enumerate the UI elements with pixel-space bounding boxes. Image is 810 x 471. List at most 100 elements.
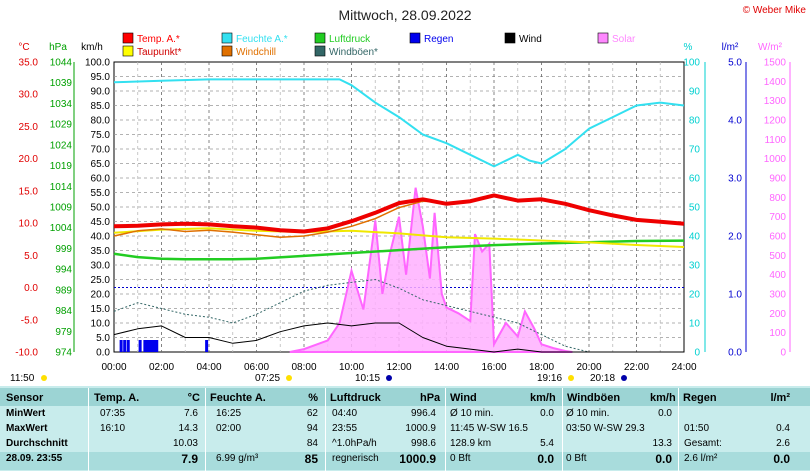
legend-label: Windchill bbox=[236, 47, 276, 58]
rain-bar bbox=[150, 340, 154, 352]
rain-bar bbox=[126, 340, 130, 352]
speed-tick-label: 25.0 bbox=[91, 275, 111, 286]
rain-tick-label: 2.0 bbox=[728, 232, 742, 243]
humidity-tick-label: 50 bbox=[689, 203, 701, 214]
rain-tick-label: 5.0 bbox=[728, 58, 742, 69]
pressure-tick-label: 994 bbox=[55, 265, 72, 276]
stats-header-band bbox=[0, 388, 810, 406]
stats-temp-value: 10.03 bbox=[172, 438, 198, 449]
legend-swatch bbox=[597, 32, 609, 44]
solar-noon-marker: 10:15 bbox=[355, 373, 380, 384]
legend-swatch bbox=[122, 45, 134, 57]
stats-humidity-time: 6.99 g/m³ bbox=[216, 453, 259, 464]
x-tick-label: 10:00 bbox=[339, 362, 364, 373]
axis-units: °C hPa km/h% l/m² W/m² bbox=[18, 42, 782, 53]
rain-bar bbox=[155, 340, 159, 352]
solar-tick-label: 300 bbox=[769, 290, 786, 301]
stats-row-label: MinWert bbox=[6, 408, 46, 419]
pressure-tick-label: 1009 bbox=[50, 203, 73, 214]
stats-header: km/h bbox=[530, 392, 556, 404]
y-axes: -10.0 -5.0 0.0 5.0 10.0 15.0 20.0 25.0 30.0 35.0 9… bbox=[15, 58, 791, 359]
speed-tick-label: 55.0 bbox=[91, 188, 111, 199]
stats-wind-value: 5.4 bbox=[540, 438, 554, 449]
sun-moon-markers: 11:50 07:25 10:15 19:16 20:18 bbox=[10, 373, 627, 384]
sunrise-marker: 07:25 bbox=[255, 373, 280, 384]
x-tick-label: 04:00 bbox=[196, 362, 221, 373]
stats-rain-value: 0.4 bbox=[776, 423, 790, 434]
stats-gust-desc: 03:50 W-SW 29.3 bbox=[566, 423, 645, 434]
stats-pressure-value: 996.4 bbox=[410, 408, 436, 419]
solar-tick-label: 600 bbox=[769, 232, 786, 243]
rain-tick-label: 4.0 bbox=[728, 116, 742, 127]
speed-tick-label: 90.0 bbox=[91, 87, 111, 98]
stats-header: km/h bbox=[650, 392, 676, 404]
stats-pressure-value: 998.6 bbox=[410, 438, 436, 449]
speed-tick-label: 80.0 bbox=[91, 116, 111, 127]
axis-unit-label: km/h bbox=[81, 42, 103, 53]
rain-bar bbox=[143, 340, 147, 352]
legend-label: Wind bbox=[519, 34, 542, 45]
stats-rain-desc: Gesamt: bbox=[684, 438, 722, 449]
temp-tick-label: 35.0 bbox=[19, 58, 39, 69]
solar-tick-label: 100 bbox=[769, 328, 786, 339]
stats-temp-value: 14.3 bbox=[178, 423, 198, 434]
rain-bar bbox=[145, 340, 149, 352]
stats-humidity-time: 16:25 bbox=[216, 408, 242, 419]
stats-wind-value: 0.0 bbox=[537, 452, 554, 466]
speed-tick-label: 40.0 bbox=[91, 232, 111, 243]
legend-swatch bbox=[409, 32, 421, 44]
x-tick-label: 02:00 bbox=[149, 362, 174, 373]
stats-temp-time: 07:35 bbox=[100, 408, 126, 419]
stats-header: Luftdruck bbox=[330, 392, 381, 404]
axis-unit-label: hPa bbox=[49, 42, 67, 53]
solar-tick-label: 1500 bbox=[764, 58, 787, 69]
pressure-tick-label: 1034 bbox=[50, 99, 73, 110]
temp-tick-label: 30.0 bbox=[19, 90, 39, 101]
solar-tick-label: 1400 bbox=[764, 77, 787, 88]
speed-tick-label: 0.0 bbox=[96, 348, 110, 359]
legend-label: Regen bbox=[424, 34, 453, 45]
speed-tick-label: 45.0 bbox=[91, 217, 111, 228]
humidity-tick-label: 80 bbox=[689, 116, 701, 127]
humidity-tick-label: 20 bbox=[689, 290, 701, 301]
temp-tick-label: -10.0 bbox=[15, 348, 38, 359]
solar-series bbox=[289, 187, 573, 353]
rain-bar bbox=[205, 340, 209, 352]
speed-tick-label: 10.0 bbox=[91, 319, 111, 330]
legend-label: Windböen* bbox=[329, 47, 378, 58]
stats-temp-time: 16:10 bbox=[100, 423, 126, 434]
stats-pressure-time: regnerisch bbox=[332, 453, 379, 464]
stats-separator bbox=[678, 388, 679, 471]
x-tick-label: 16:00 bbox=[481, 362, 506, 373]
stats-temp-value: 7.9 bbox=[181, 452, 198, 466]
moonrise-marker-icon bbox=[41, 375, 47, 381]
sunrise-marker-icon bbox=[286, 375, 292, 381]
legend-label: Temp. A.* bbox=[137, 34, 180, 45]
speed-tick-label: 35.0 bbox=[91, 246, 111, 257]
speed-tick-label: 100.0 bbox=[85, 58, 110, 69]
x-tick-label: 14:00 bbox=[434, 362, 459, 373]
pressure-tick-label: 1029 bbox=[50, 120, 73, 131]
humidity-tick-label: 90 bbox=[689, 87, 701, 98]
stats-header: Regen bbox=[683, 392, 717, 404]
solar-tick-label: 400 bbox=[769, 270, 786, 281]
stats-gust-value: 0.0 bbox=[655, 452, 672, 466]
stats-separator bbox=[205, 388, 206, 471]
legend-label: Solar bbox=[612, 34, 636, 45]
stats-humidity-value: 85 bbox=[304, 452, 318, 466]
solar-tick-label: 700 bbox=[769, 212, 786, 223]
axis-unit-label: °C bbox=[18, 42, 29, 53]
moonset-marker: 20:18 bbox=[590, 373, 615, 384]
rain-bar bbox=[123, 340, 127, 352]
stats-header: Windböen bbox=[567, 392, 621, 404]
pressure-tick-label: 979 bbox=[55, 327, 72, 338]
rain-bar bbox=[119, 340, 123, 352]
rain-bar bbox=[152, 340, 156, 352]
temp-tick-label: -5.0 bbox=[21, 315, 39, 326]
dewpoint-series bbox=[113, 227, 685, 248]
stats-pressure-value: 1000.9 bbox=[405, 423, 436, 434]
legend: Temp. A.* Feuchte A.* Luftdruck Regen Wind So… bbox=[122, 32, 636, 58]
temp-tick-label: 20.0 bbox=[19, 154, 39, 165]
solar-tick-label: 1200 bbox=[764, 116, 787, 127]
stats-humidity-value: 62 bbox=[306, 408, 318, 419]
